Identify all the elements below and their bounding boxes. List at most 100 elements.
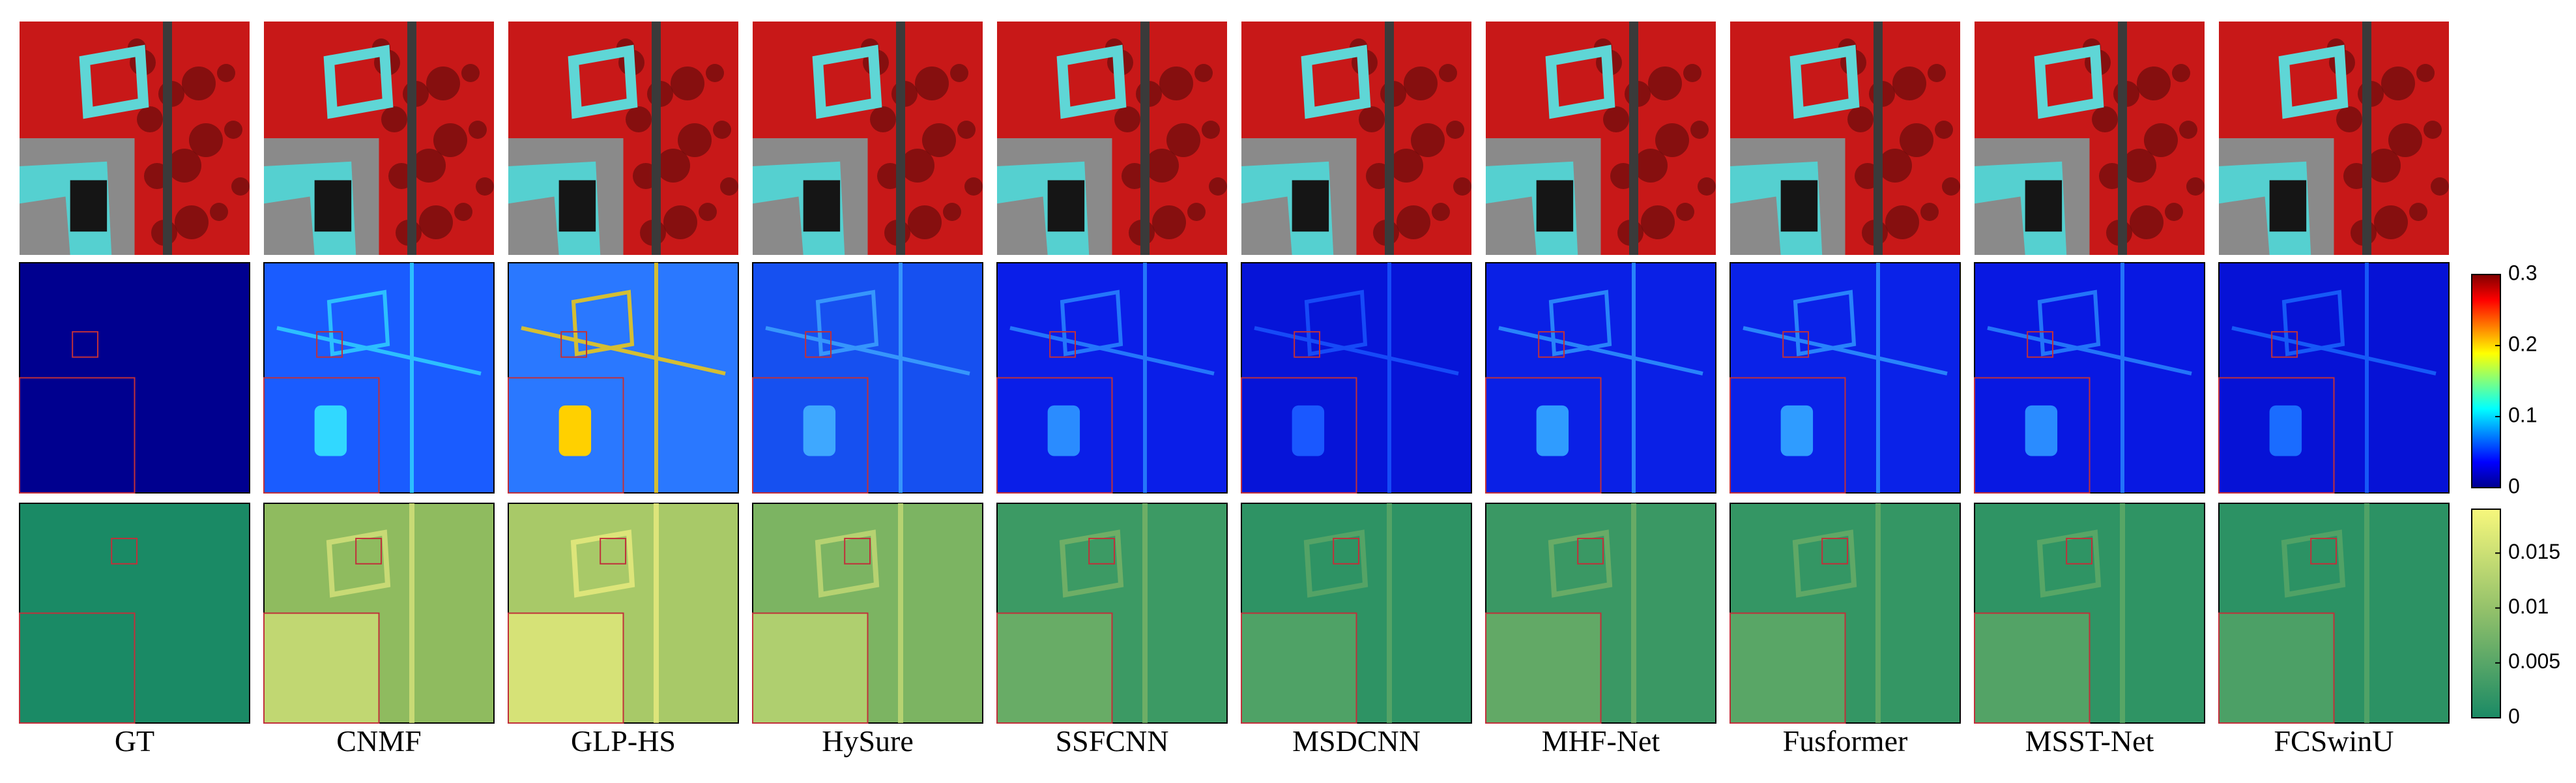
error-edges [1498,263,1703,493]
colorbar [2471,274,2501,488]
image-texture [419,205,453,239]
inset-box [1729,612,1846,724]
image-texture [2122,149,2156,183]
image-texture [476,177,494,196]
column-label: GLP-HS [571,724,676,758]
column-label: MSDCNN [1292,724,1421,758]
zoom-box [2066,537,2093,565]
image-road [163,22,172,255]
image-building [1789,44,1860,119]
sam-inset [1975,613,2090,723]
sam-edges [326,503,414,723]
image-texture [706,64,724,82]
image-texture [426,66,460,100]
inset-box [1729,377,1846,494]
image-texture [2381,66,2415,100]
image-texture [1209,177,1227,196]
image-texture [957,121,976,139]
error-inset-spot [2025,405,2058,456]
image-texture [217,64,235,82]
sam-inset [1486,613,1601,723]
image-texture [1166,123,1200,157]
image-texture [1202,121,1220,139]
image-building [2278,44,2349,119]
zoom-box [1821,537,1849,565]
zoom-box [600,537,627,565]
inset-box [508,612,624,724]
zoom-box [560,331,588,358]
colorbar-tick-label: 0 [2508,704,2520,728]
image-texture [943,203,961,221]
zoom-box [2027,331,2054,358]
inset-box [1974,612,2091,724]
image-panel [1241,22,1471,255]
sam-panel [1241,503,1472,724]
zoom-box [72,331,99,358]
sam-panel [1974,503,2205,724]
image-texture [2416,64,2435,82]
image-road [896,22,905,255]
image-texture [167,149,201,183]
image-texture [1676,203,1694,221]
sam-panel [1485,503,1716,724]
sam-inset [264,613,379,723]
image-texture [2336,106,2362,132]
zoom-box [2271,331,2298,358]
column-label: FCSwinU [2274,724,2394,758]
sam-inset [1241,613,1357,723]
image-texture [915,66,949,100]
error-panel [996,262,1228,494]
image-texture [2186,177,2205,196]
inset-box [996,377,1113,494]
sam-edges [1303,503,1392,723]
image-texture [1928,64,1946,82]
image-building [323,44,394,119]
image-texture [671,66,704,100]
image-texture [870,106,896,132]
error-edges [1987,263,2192,493]
image-building [1056,44,1127,119]
image-texture [2374,205,2408,239]
error-panel [1241,262,1472,494]
error-edges [2231,263,2437,493]
error-panel [263,262,495,494]
image-texture [210,203,228,221]
image-texture [1397,205,1430,239]
image-texture [1432,203,1450,221]
image-panel [1975,22,2205,255]
image-texture [1847,106,1874,132]
inset-box [1241,612,1357,724]
zoom-box [316,331,343,358]
image-texture [1453,177,1471,196]
image-texture [699,203,717,221]
image-texture [2367,149,2401,183]
column-label: MSST-Net [2025,724,2154,758]
inset-box [752,612,869,724]
image-texture [1194,64,1213,82]
image-panel [264,22,494,255]
error-inset-spot [558,405,592,456]
image-texture [1648,66,1682,100]
image-texture [713,121,731,139]
zoom-box [1577,537,1604,565]
image-texture [2424,121,2442,139]
image-inset-dark [1536,180,1574,232]
image-inset-dark [1780,180,1818,232]
image-texture [720,177,738,196]
image-texture [1900,123,1933,157]
zoom-box [2310,537,2337,565]
image-texture [1446,121,1464,139]
image-texture [2179,121,2197,139]
zoom-box [1049,331,1077,358]
image-building [2034,44,2104,119]
inset-box [996,612,1113,724]
image-road [1874,22,1883,255]
image-road [2362,22,2371,255]
error-panel [1974,262,2205,494]
sam-edges [1548,503,1636,723]
inset-box [1485,377,1602,494]
inset-box [508,377,624,494]
image-texture [2130,205,2164,239]
image-inset-dark [1047,180,1085,232]
